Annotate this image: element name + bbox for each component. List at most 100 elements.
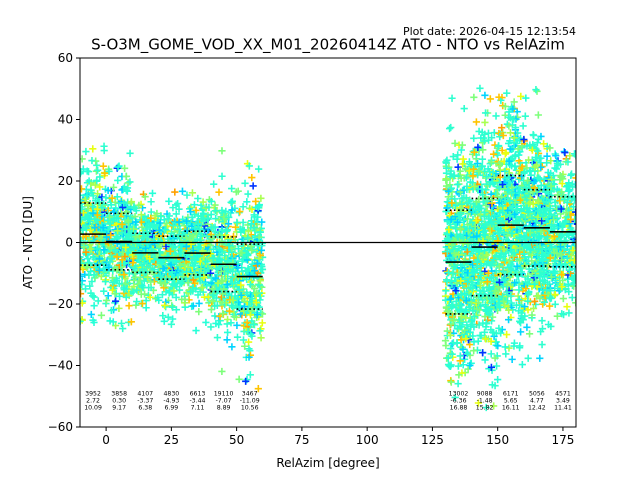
scatter-point xyxy=(88,277,96,286)
scatter-point xyxy=(536,354,544,362)
scatter-point xyxy=(102,296,111,305)
scatter-point xyxy=(106,220,114,228)
scatter-point xyxy=(508,355,516,363)
scatter-point xyxy=(142,297,150,305)
scatter-point xyxy=(470,134,478,142)
scatter-point xyxy=(118,228,126,237)
scatter-point xyxy=(158,291,167,299)
scatter-point xyxy=(114,214,122,222)
scatter-point xyxy=(87,310,95,319)
scatter-point xyxy=(223,328,232,337)
scatter-point xyxy=(156,219,164,227)
scatter-point xyxy=(567,170,576,178)
scatter-point xyxy=(80,280,86,289)
scatter-point xyxy=(192,326,200,335)
scatter-point xyxy=(111,198,119,206)
scatter-point xyxy=(159,265,167,273)
scatter-point xyxy=(496,166,504,174)
scatter-point xyxy=(148,189,157,197)
scatter-point xyxy=(87,186,95,194)
bin-mean-label: -11.09 xyxy=(240,398,260,405)
y-tick-label: 60 xyxy=(58,51,73,65)
bin-count-label: 3858 xyxy=(111,391,127,398)
scatter-point xyxy=(93,190,102,198)
scatter-point xyxy=(80,209,87,217)
scatter-point xyxy=(200,273,208,281)
scatter-point xyxy=(189,302,197,310)
bin-count-label: 4107 xyxy=(137,391,153,398)
scatter-point xyxy=(204,215,212,223)
scatter-point xyxy=(534,111,542,119)
plot-date: Plot date: 2026-04-15 12:13:54 xyxy=(403,25,576,38)
scatter-point xyxy=(107,306,115,315)
scatter-point xyxy=(89,192,97,200)
scatter-point xyxy=(172,210,180,218)
scatter-point xyxy=(83,263,91,271)
bin-count-label: 5056 xyxy=(529,391,545,398)
scatter-point xyxy=(239,203,247,211)
scatter-point xyxy=(89,209,97,218)
scatter-point xyxy=(104,186,112,195)
scatter-point xyxy=(174,199,182,208)
scatter-point xyxy=(93,260,102,268)
scatter-point xyxy=(565,309,573,317)
scatter-point xyxy=(522,94,530,102)
scatter-point xyxy=(153,209,161,218)
scatter-point xyxy=(101,278,110,286)
scatter-point xyxy=(160,216,168,224)
scatter-point xyxy=(188,189,197,197)
scatter-point xyxy=(106,317,114,325)
scatter-point xyxy=(503,120,511,128)
scatter-point xyxy=(492,112,500,120)
scatter-point xyxy=(178,278,186,286)
chart-title: S-O3M_GOME_VOD_XX_M01_20260414Z ATO - NT… xyxy=(91,36,565,55)
scatter-point xyxy=(470,347,478,355)
x-tick-label: 0 xyxy=(102,433,110,447)
scatter-point xyxy=(125,302,133,310)
scatter-point xyxy=(87,289,95,297)
scatter-point xyxy=(157,212,165,221)
scatter-point xyxy=(162,219,170,228)
scatter-point xyxy=(514,292,522,300)
scatter-point xyxy=(119,203,127,211)
scatter-point xyxy=(178,187,187,195)
scatter-point xyxy=(194,244,202,252)
scatter-point xyxy=(518,360,526,369)
scatter-point xyxy=(109,183,118,191)
scatter-point xyxy=(454,180,462,189)
scatter-point xyxy=(86,282,94,290)
bin-mean-label: 3.49 xyxy=(556,398,570,405)
scatter-point xyxy=(129,288,137,296)
scatter-point xyxy=(164,252,172,260)
scatter-point xyxy=(80,205,86,213)
scatter-point xyxy=(106,237,114,245)
scatter-point xyxy=(538,340,546,349)
scatter-point xyxy=(172,257,180,265)
scatter-point xyxy=(104,292,112,300)
scatter-point xyxy=(194,220,202,228)
scatter-point xyxy=(140,277,148,285)
scatter-point xyxy=(113,164,121,172)
x-tick-label: 75 xyxy=(294,433,309,447)
scatter-point xyxy=(122,172,130,180)
scatter-point xyxy=(114,227,122,235)
y-tick-label: −20 xyxy=(48,297,73,311)
bin-std-label: 7.11 xyxy=(191,405,205,412)
scatter-point xyxy=(91,197,100,205)
scatter-point xyxy=(90,271,98,279)
scatter-point xyxy=(192,206,200,214)
scatter-point xyxy=(147,214,155,222)
scatter-point xyxy=(228,184,236,193)
scatter-point xyxy=(519,122,527,130)
scatter-point xyxy=(91,223,99,232)
scatter-point xyxy=(137,211,145,219)
scatter-point xyxy=(133,297,141,306)
scatter-point xyxy=(170,287,178,295)
scatter-point xyxy=(87,226,95,234)
scatter-point xyxy=(172,306,180,314)
scatter-point xyxy=(82,195,90,203)
scatter-point xyxy=(199,283,207,292)
scatter-point xyxy=(168,268,176,276)
scatter-point xyxy=(167,261,175,269)
